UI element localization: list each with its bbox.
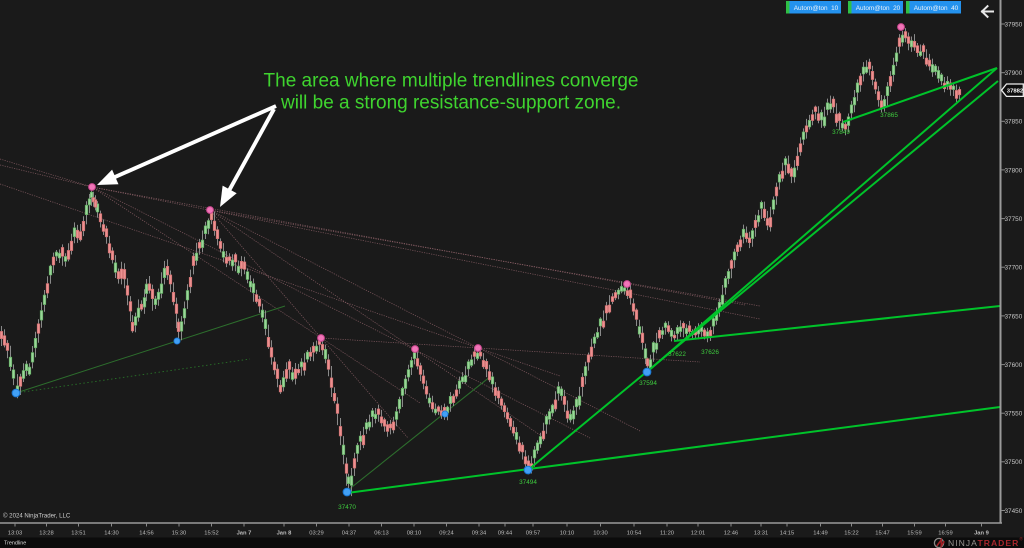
- svg-text:37600: 37600: [1005, 362, 1023, 369]
- svg-text:37800: 37800: [1005, 167, 1023, 174]
- svg-text:37450: 37450: [1005, 508, 1023, 515]
- svg-text:37750: 37750: [1005, 216, 1023, 223]
- svg-text:37700: 37700: [1005, 265, 1023, 272]
- svg-text:15:22: 15:22: [844, 531, 859, 537]
- svg-text:09:24: 09:24: [439, 531, 454, 537]
- svg-text:Jan 9: Jan 9: [974, 531, 990, 537]
- svg-text:13:51: 13:51: [71, 531, 86, 537]
- svg-text:Autom@ton 20: Autom@ton 20: [856, 5, 901, 12]
- svg-text:09:44: 09:44: [498, 531, 513, 537]
- svg-text:Trendline: Trendline: [4, 541, 26, 547]
- svg-text:14:30: 14:30: [104, 531, 119, 537]
- svg-text:37594: 37594: [639, 380, 657, 387]
- svg-text:The area where multiple trendl: The area where multiple trendlines conve…: [264, 71, 639, 92]
- svg-text:15:59: 15:59: [907, 531, 922, 537]
- svg-text:37900: 37900: [1005, 70, 1023, 77]
- svg-text:09:34: 09:34: [472, 531, 487, 537]
- svg-text:13:31: 13:31: [754, 531, 769, 537]
- svg-text:03:29: 03:29: [309, 531, 324, 537]
- svg-text:06:13: 06:13: [374, 531, 389, 537]
- svg-text:Autom@ton 40: Autom@ton 40: [914, 5, 959, 12]
- svg-text:08:10: 08:10: [407, 531, 422, 537]
- svg-text:15:52: 15:52: [204, 531, 219, 537]
- svg-text:14:56: 14:56: [139, 531, 154, 537]
- svg-text:37626: 37626: [701, 349, 719, 356]
- svg-text:TRADER: TRADER: [978, 538, 1020, 548]
- svg-text:37494: 37494: [519, 479, 537, 486]
- svg-text:37850: 37850: [1005, 119, 1023, 126]
- svg-text:© 2024 NinjaTrader, LLC: © 2024 NinjaTrader, LLC: [3, 513, 71, 520]
- svg-text:NINJA: NINJA: [948, 538, 978, 548]
- svg-text:37865: 37865: [880, 112, 898, 119]
- svg-text:10:54: 10:54: [627, 531, 642, 537]
- svg-text:37500: 37500: [1005, 459, 1023, 466]
- svg-text:15:47: 15:47: [875, 531, 890, 537]
- svg-text:37470: 37470: [338, 504, 356, 511]
- svg-text:Jan 7: Jan 7: [237, 531, 252, 537]
- svg-text:37550: 37550: [1005, 411, 1023, 418]
- svg-text:37882: 37882: [1007, 89, 1024, 95]
- svg-text:04:37: 04:37: [342, 531, 357, 537]
- svg-text:Jan 8: Jan 8: [277, 531, 293, 537]
- svg-text:37650: 37650: [1005, 313, 1023, 320]
- svg-text:12:46: 12:46: [724, 531, 739, 537]
- svg-text:10:10: 10:10: [560, 531, 575, 537]
- svg-text:14:49: 14:49: [813, 531, 828, 537]
- svg-text:37849: 37849: [832, 129, 850, 136]
- svg-text:16:59: 16:59: [938, 531, 953, 537]
- svg-text:11:20: 11:20: [660, 531, 674, 537]
- svg-text:09:57: 09:57: [526, 531, 541, 537]
- svg-text:®: ®: [1020, 536, 1024, 542]
- svg-text:13:28: 13:28: [39, 531, 54, 537]
- svg-text:14:15: 14:15: [780, 531, 795, 537]
- svg-text:10:30: 10:30: [593, 531, 608, 537]
- svg-text:will be a strong resistance-su: will be a strong resistance-support zone…: [280, 93, 621, 114]
- svg-text:37622: 37622: [668, 351, 686, 358]
- svg-text:Autom@ton 10: Autom@ton 10: [794, 5, 839, 12]
- svg-text:13:03: 13:03: [8, 531, 23, 537]
- svg-text:12:01: 12:01: [691, 531, 706, 537]
- svg-text:37950: 37950: [1005, 21, 1023, 28]
- svg-text:15:30: 15:30: [172, 531, 187, 537]
